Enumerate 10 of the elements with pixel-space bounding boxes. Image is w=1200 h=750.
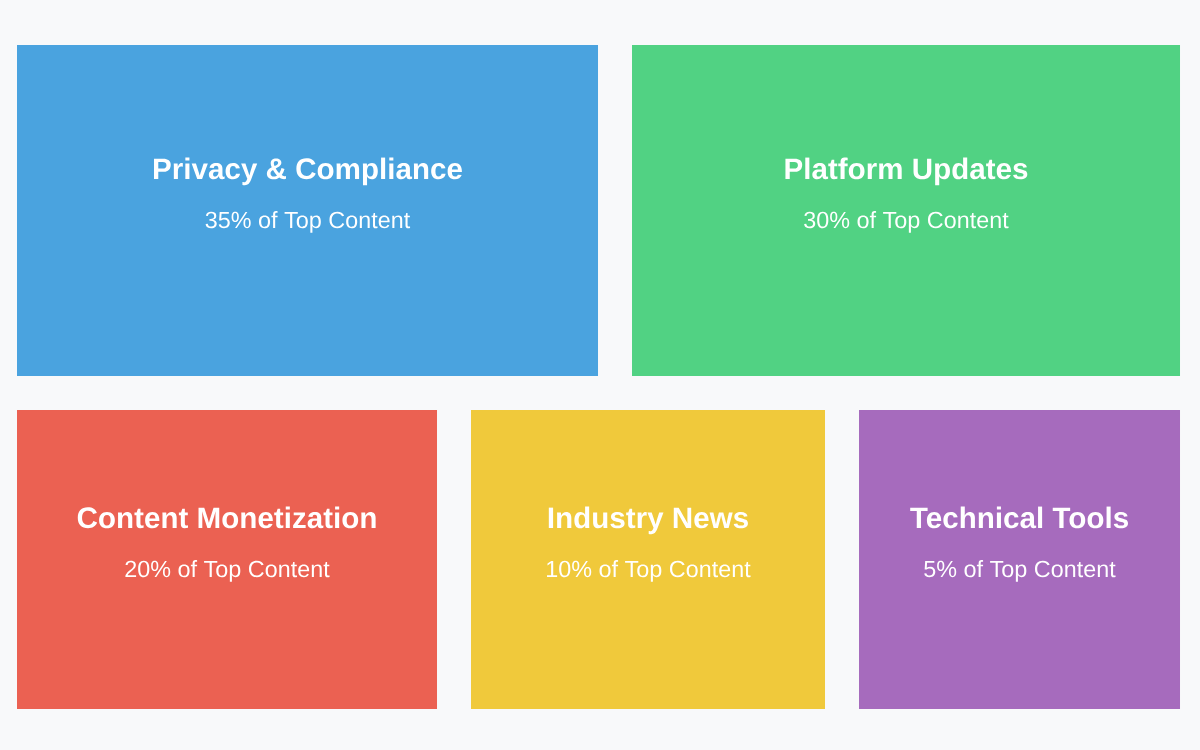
category-label: Platform Updates xyxy=(785,157,1028,186)
category-label: Content Monetization xyxy=(77,506,376,529)
category-label: Privacy & Compliance xyxy=(154,157,462,186)
data-label: 20% of Top Content xyxy=(125,560,330,582)
data-label: 10% of Top Content xyxy=(547,560,751,582)
data-label: 35% of Top Content xyxy=(205,211,411,233)
data-label: 5% of Top Content xyxy=(924,560,1116,582)
category-label: Industry News xyxy=(548,506,748,535)
data-label: 30% of Top Content xyxy=(804,211,1009,233)
category-label: Technical Tools xyxy=(910,506,1128,529)
